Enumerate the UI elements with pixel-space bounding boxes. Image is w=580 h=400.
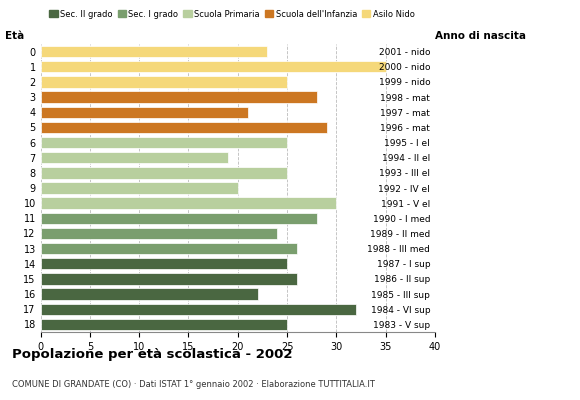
Text: Età: Età [5,31,24,41]
Text: Anno di nascita: Anno di nascita [435,31,526,41]
Bar [41,213,317,224]
Bar [41,228,277,239]
Bar [41,167,287,178]
Text: COMUNE DI GRANDATE (CO) · Dati ISTAT 1° gennaio 2002 · Elaborazione TUTTITALIA.I: COMUNE DI GRANDATE (CO) · Dati ISTAT 1° … [12,380,375,389]
Bar [41,122,327,133]
Bar [41,76,287,88]
Bar [41,198,336,209]
Bar [41,91,317,103]
Text: Popolazione per età scolastica - 2002: Popolazione per età scolastica - 2002 [12,348,292,361]
Bar [41,288,258,300]
Bar [41,61,386,72]
Legend: Sec. II grado, Sec. I grado, Scuola Primaria, Scuola dell'Infanzia, Asilo Nido: Sec. II grado, Sec. I grado, Scuola Prim… [46,6,418,22]
Bar [41,243,297,254]
Bar [41,319,287,330]
Bar [41,258,287,270]
Bar [41,46,267,57]
Bar [41,182,238,194]
Bar [41,106,248,118]
Bar [41,304,356,315]
Bar [41,273,297,285]
Bar [41,137,287,148]
Bar [41,152,228,163]
